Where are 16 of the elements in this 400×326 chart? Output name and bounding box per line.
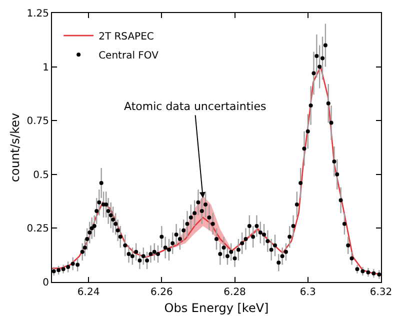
y-tick-label: 1.25 xyxy=(26,8,49,20)
x-tick-label: 6.24 xyxy=(77,287,100,298)
y-tick-label: 0.5 xyxy=(33,170,49,181)
x-axis-title: Obs Energy [keV] xyxy=(164,300,269,315)
y-tick-label: 1 xyxy=(42,62,49,74)
annotation: Atomic data uncertainties xyxy=(124,100,266,113)
legend-label: Central FOV xyxy=(98,50,159,62)
y-tick-label: 0 xyxy=(42,278,49,288)
y-axis-title: count/s/kev xyxy=(8,112,22,182)
y-tick-label: 0.25 xyxy=(26,224,49,235)
x-tick-label: 6.32 xyxy=(370,287,392,298)
x-tick-label: 6.26 xyxy=(150,287,173,298)
x-tick-label: 6.28 xyxy=(224,287,246,298)
x-tick-label: 6.3 xyxy=(300,287,316,298)
legend-label: 2T RSAPEC xyxy=(98,31,154,42)
y-tick-label: 0.75 xyxy=(26,116,49,128)
